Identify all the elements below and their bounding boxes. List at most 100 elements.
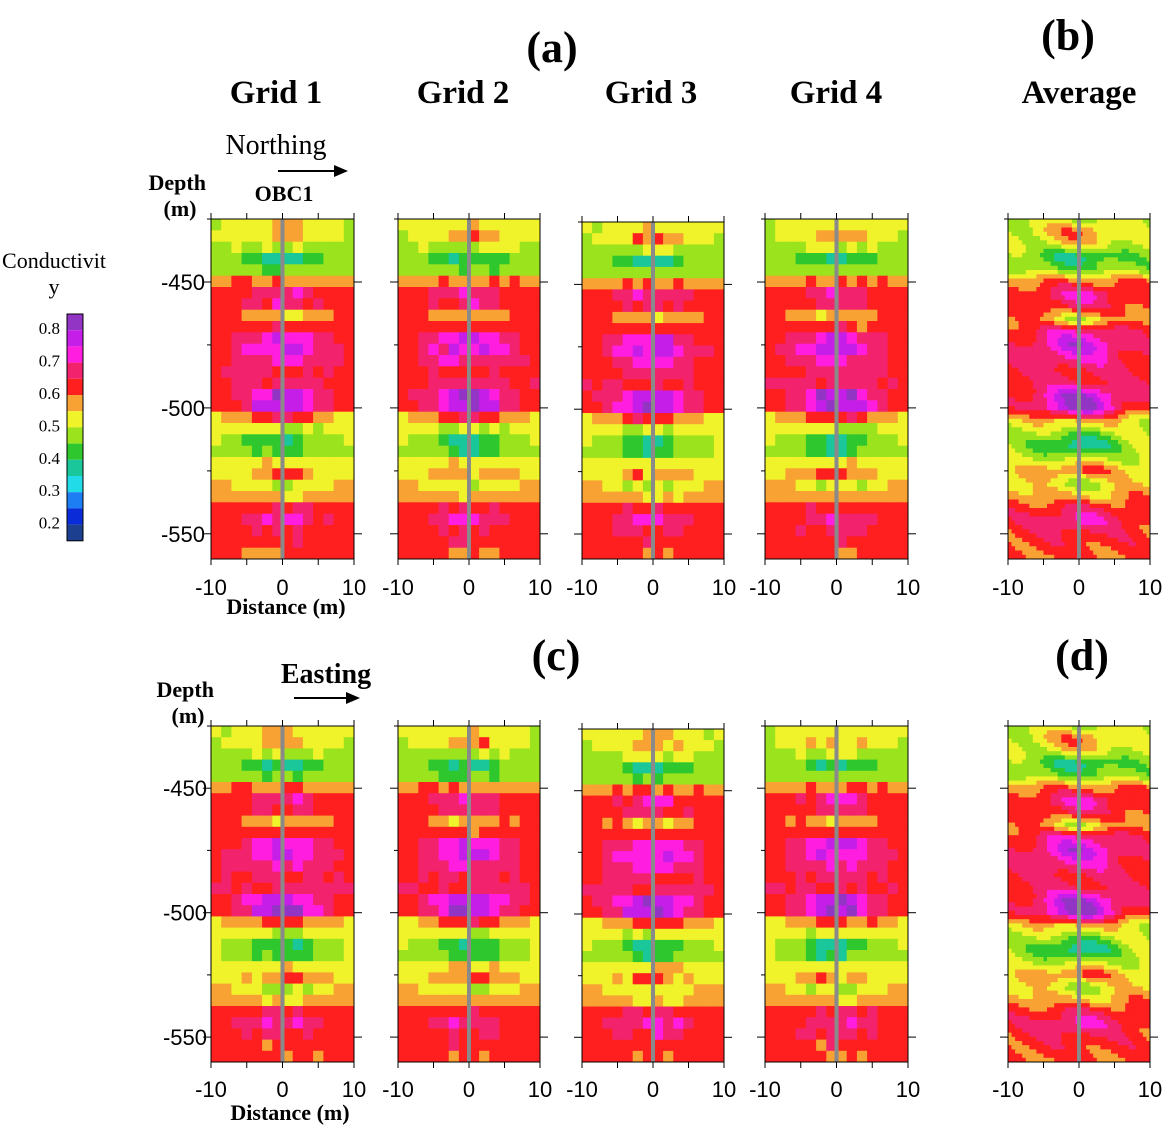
conductivity-cell [1114,346,1119,352]
conductivity-cell [1043,550,1048,556]
conductivity-cell [1103,444,1108,450]
conductivity-cell [1107,401,1112,407]
conductivity-cell [846,389,858,401]
conductivity-cell [1054,452,1059,458]
conductivity-cell [1057,423,1062,428]
conductivity-cell [805,491,817,503]
conductivity-cell [653,514,664,526]
conductivity-cell [1135,435,1140,441]
conductivity-cell [1025,418,1030,424]
conductivity-cell [1132,550,1137,556]
conductivity-cell [1089,346,1094,352]
conductivity-cell [836,423,848,435]
conductivity-cell [1121,516,1126,522]
conductivity-cell [479,389,490,401]
conductivity-cell [1086,448,1091,454]
conductivity-cell [499,457,511,469]
conductivity-cell [1111,474,1115,479]
conductivity-cell [795,298,807,311]
conductivity-cell [343,445,354,458]
conductivity-cell [1093,389,1098,394]
conductivity-cell [1142,367,1147,373]
conductivity-cell [1135,308,1140,314]
conductivity-cell [479,298,490,311]
conductivity-cell [1071,274,1076,280]
conductivity-cell [1011,261,1016,267]
conductivity-cell [1125,448,1130,454]
conductivity-cell [438,366,450,379]
conductivity-cell [323,264,335,277]
conductivity-cell [428,343,440,356]
conductivity-cell [241,513,253,526]
conductivity-cell [1022,372,1027,377]
conductivity-cell [1128,448,1133,454]
conductivity-cell [251,468,263,481]
conductivity-cell [1061,312,1066,318]
conductivity-cell [1107,372,1112,377]
conductivity-cell [1050,508,1055,513]
conductivity-cell [343,321,354,333]
conductivity-cell [1128,427,1133,433]
conductivity-cell [313,298,324,311]
conductivity-cell [867,513,878,526]
conductivity-cell [805,253,817,265]
panel-grid-4-top: -10 0 10 [749,213,920,600]
conductivity-cell [428,411,440,424]
conductivity-cell [1082,427,1087,433]
conductivity-cell [1107,355,1112,360]
conductivity-cell [1103,350,1108,356]
conductivity-cell [592,266,603,279]
conductivity-cell [897,332,908,345]
conductivity-cell [1040,516,1044,522]
conductivity-cell [1093,253,1098,258]
conductivity-cell [1142,329,1147,335]
conductivity-cell [1015,355,1020,360]
conductivity-cell [221,321,232,333]
conductivity-cell [1015,346,1020,352]
conductivity-cell [1139,397,1144,403]
conductivity-cell [1093,321,1098,326]
conductivity-cell [795,219,807,231]
conductivity-cell [663,435,674,448]
conductivity-cell [1018,223,1023,229]
conductivity-cell [1032,227,1037,233]
conductivity-cell [448,230,460,243]
conductivity-cell [765,434,776,447]
conductivity-cell [1047,440,1051,445]
conductivity-cell [448,479,460,492]
conductivity-cell [1093,350,1098,356]
conductivity-cell [1022,508,1027,513]
conductivity-cell [1093,423,1098,428]
conductivity-cell [1064,503,1069,509]
conductivity-cell [836,298,848,311]
conductivity-cell [1118,499,1122,505]
conductivity-cell [1100,516,1105,522]
conductivity-cell [1029,537,1034,543]
conductivity-cell [1093,520,1098,526]
conductivity-cell [1043,448,1048,454]
conductivity-cell [1139,355,1144,360]
conductivity-cell [1064,491,1069,496]
conductivity-cell [1040,508,1044,513]
conductivity-cell [856,389,868,401]
conductivity-cell [1032,431,1037,437]
conductivity-cell [1093,333,1098,339]
conductivity-cell [795,434,807,447]
conductivity-cell [1118,342,1122,348]
conductivity-cell [469,434,480,447]
conductivity-cell [458,457,470,469]
conductivity-cell [1022,248,1027,254]
conductivity-cell [795,445,807,458]
conductivity-cell [1054,223,1059,229]
conductivity-cell [1043,265,1048,271]
conductivity-cell [469,423,480,435]
conductivity-cell [272,502,284,515]
conductivity-cell [1040,469,1044,475]
conductivity-cell [1089,474,1094,479]
conductivity-cell [642,413,654,425]
conductivity-cell [1146,278,1150,284]
conductivity-cell [1043,486,1048,492]
conductivity-cell [1054,350,1059,356]
conductivity-cell [785,377,797,390]
conductivity-cell [1118,529,1122,535]
